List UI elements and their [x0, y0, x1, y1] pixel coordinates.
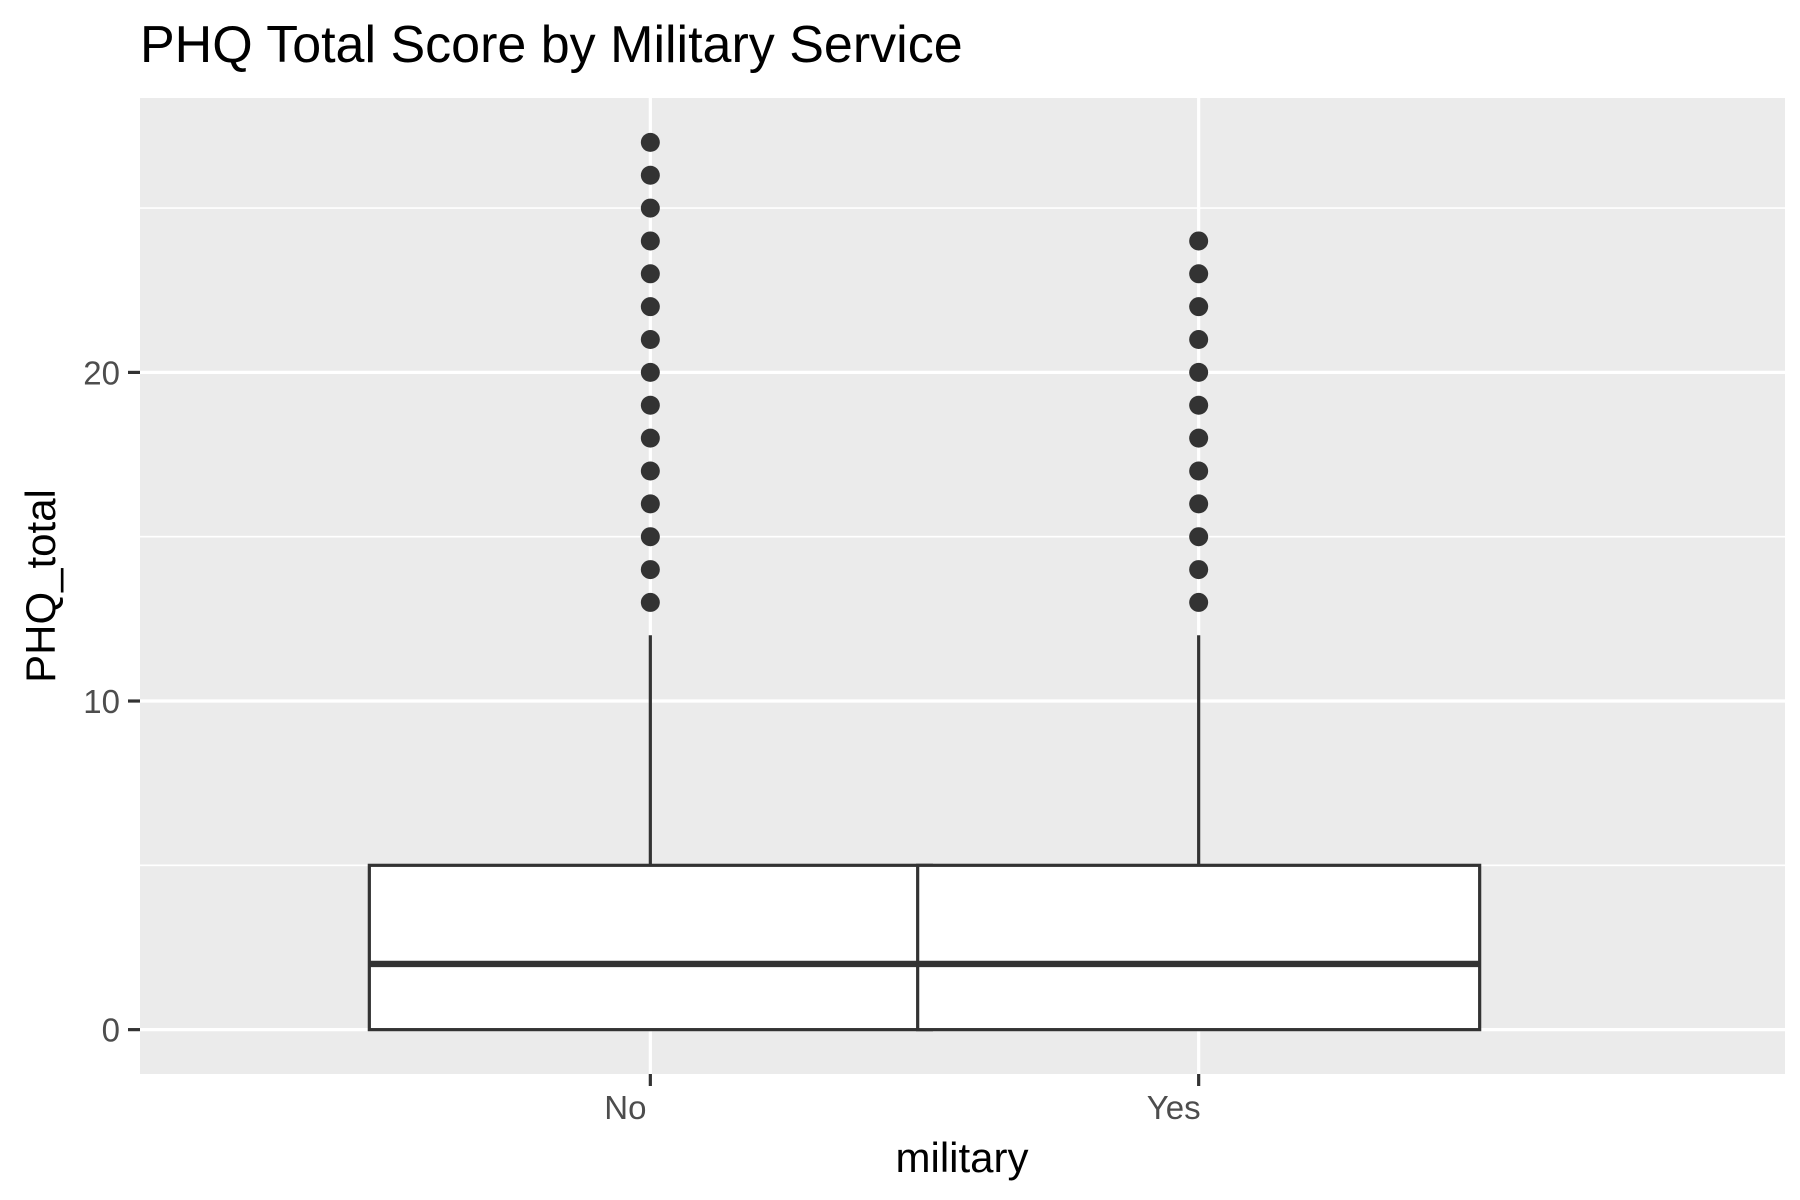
x-axis-title: military — [896, 1134, 1029, 1181]
axes: 0 10 20 No Yes — [83, 354, 1200, 1126]
box-no — [367, 132, 933, 1032]
chart-title: PHQ Total Score by Military Service — [140, 16, 963, 74]
outlier-point — [640, 527, 660, 547]
outlier-point — [640, 592, 660, 612]
y-tick-label: 10 — [83, 683, 120, 720]
iqr-box — [916, 863, 1482, 1032]
box-yes — [916, 231, 1482, 1032]
outlier-point — [1189, 461, 1209, 481]
outlier-point — [640, 461, 660, 481]
outlier-point — [640, 165, 660, 185]
outlier-point — [640, 395, 660, 415]
boxes — [367, 132, 1482, 1032]
outlier-point — [1189, 362, 1209, 382]
x-tick-label: No — [604, 1089, 646, 1126]
outlier-point — [1189, 297, 1209, 317]
outlier-point — [1189, 231, 1209, 251]
outlier-point — [640, 362, 660, 382]
outlier-point — [640, 132, 660, 152]
x-tick-label: Yes — [1147, 1089, 1201, 1126]
iqr-box — [367, 863, 933, 1032]
y-axis-title: PHQ_total — [17, 489, 64, 683]
outlier-point — [1189, 330, 1209, 350]
outlier-point — [1189, 560, 1209, 580]
outlier-point — [1189, 428, 1209, 448]
outlier-point — [640, 330, 660, 350]
outlier-point — [640, 231, 660, 251]
outlier-point — [1189, 592, 1209, 612]
outlier-point — [1189, 264, 1209, 284]
outlier-point — [1189, 395, 1209, 415]
outlier-point — [640, 264, 660, 284]
y-tick-label: 0 — [102, 1012, 120, 1049]
y-tick-label: 20 — [83, 354, 120, 391]
outlier-point — [1189, 527, 1209, 547]
outlier-point — [640, 297, 660, 317]
outlier-point — [640, 198, 660, 218]
outlier-point — [640, 560, 660, 580]
outlier-point — [1189, 494, 1209, 514]
outlier-point — [640, 428, 660, 448]
outlier-point — [640, 494, 660, 514]
